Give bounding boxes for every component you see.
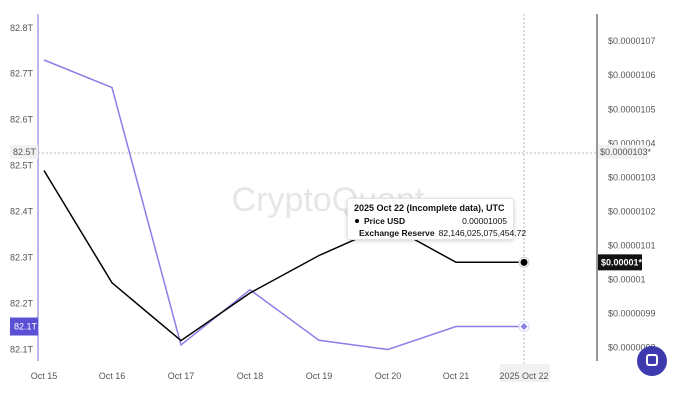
left-tick-label: 82.6T — [10, 115, 34, 125]
right-tick-label: $0.0000105 — [608, 104, 656, 114]
right-tick-label: $0.0000101 — [608, 240, 656, 250]
reserve-diamond-icon — [352, 230, 356, 235]
right-tick-label: $0.0000104 — [608, 138, 656, 148]
right-tick-label: $0.00001 — [608, 274, 646, 284]
x-tick-label: Oct 15 — [31, 371, 58, 381]
left-tick-label: 82.2T — [10, 299, 34, 309]
right-tick-label: $0.0000106 — [608, 70, 656, 80]
x-tick-label: Oct 17 — [168, 371, 195, 381]
left-current-label: 82.1T — [14, 322, 38, 332]
right-tick-label: $0.0000098 — [608, 342, 656, 352]
right-tick-label: $0.0000099 — [608, 308, 656, 318]
right-crosshair-label: $0.0000103* — [600, 147, 652, 157]
tooltip-reserve-value: 82,146,025,075,454.72 — [438, 228, 527, 238]
tooltip-title: 2025 Oct 22 (Incomplete data), UTC — [354, 203, 505, 213]
tooltip-price-name: Price USD — [364, 216, 406, 226]
tooltip-price-value: 0.00001005 — [462, 216, 507, 226]
left-tick-label: 82.3T — [10, 253, 34, 263]
right-tick-label: $0.0000103 — [608, 172, 656, 182]
right-current-badge — [598, 254, 642, 271]
left-crosshair-label: 82.5T — [13, 147, 37, 157]
price-point-marker — [520, 258, 528, 266]
x-tick-label: 2025 Oct 22 — [499, 371, 548, 381]
left-tick-label: 82.8T — [10, 23, 34, 33]
left-tick-label: 82.5T — [10, 161, 34, 171]
right-current-label: $0.00001* — [601, 257, 643, 267]
left-tick-label: 82.7T — [10, 69, 34, 79]
tooltip-reserve-name: Exchange Reserve — [359, 228, 435, 238]
right-tick-label: $0.0000102 — [608, 206, 656, 216]
x-tick-label: Oct 16 — [99, 371, 126, 381]
x-crosshair-badge — [500, 364, 550, 382]
support-chat-button[interactable] — [637, 346, 667, 376]
tooltip-row-price: Price USD 0.00001005 — [354, 215, 507, 227]
x-tick-label: Oct 21 — [443, 371, 470, 381]
x-tick-label: Oct 18 — [237, 371, 264, 381]
price-bullet-icon — [355, 219, 359, 223]
chat-bubble-icon — [646, 354, 658, 366]
tooltip: 2025 Oct 22 (Incomplete data), UTC Price… — [347, 198, 526, 240]
left-current-badge — [10, 317, 38, 336]
left-tick-label: 82.4T — [10, 207, 34, 217]
left-crosshair-badge — [10, 144, 38, 159]
reserve-point-marker — [520, 323, 528, 331]
right-crosshair-badge — [598, 144, 648, 159]
right-tick-label: $0.0000107 — [608, 36, 656, 46]
x-tick-label: Oct 20 — [375, 371, 402, 381]
price-usd-line — [43, 170, 524, 342]
left-tick-label: 82.1T — [10, 345, 34, 355]
x-tick-label: Oct 19 — [306, 371, 333, 381]
tooltip-row-reserve: Exchange Reserve 82,146,025,075,454.72 — [352, 227, 526, 239]
exchange-reserve-line — [43, 59, 524, 351]
